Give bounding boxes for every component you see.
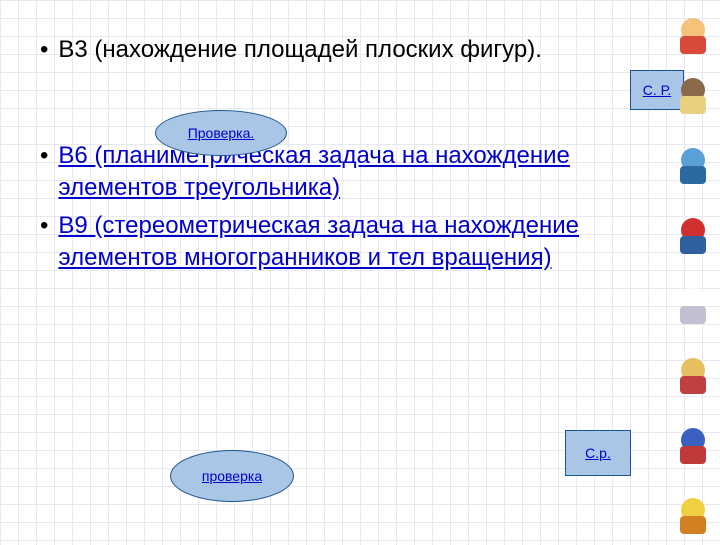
pencil-icon (668, 490, 718, 540)
bullet-b3-text: В3 (нахождение площадей плоских фигур). (58, 34, 541, 66)
bullet-b9[interactable]: • В9 (стереометрическая задача на нахожд… (40, 210, 620, 274)
boy-icon (668, 10, 718, 60)
books-icon (668, 420, 718, 470)
sr-button-2[interactable]: С.р. (565, 430, 631, 476)
teacher-icon (668, 70, 718, 120)
check-button-1[interactable]: Проверка. (155, 110, 287, 156)
bullet-marker: • (40, 140, 48, 172)
bullet-b6-link[interactable]: В6 (планиметрическая задача на нахождени… (58, 140, 620, 204)
bullet-b9-link[interactable]: В9 (стереометрическая задача на нахожден… (58, 210, 620, 274)
bullet-marker: • (40, 210, 48, 242)
sr-button-2-label: С.р. (585, 445, 611, 461)
sidebar-decorations (664, 0, 720, 540)
bullet-b3: • В3 (нахождение площадей плоских фигур)… (40, 34, 620, 66)
feather-icon (668, 280, 718, 330)
check-button-1-label: Проверка. (188, 125, 255, 141)
pencils-icon (668, 350, 718, 400)
check-button-2-label: проверка (202, 468, 262, 484)
bullet-b6[interactable]: • В6 (планиметрическая задача на нахожде… (40, 140, 620, 204)
bag-icon (668, 210, 718, 260)
globe-icon (668, 140, 718, 190)
bullet-marker: • (40, 34, 48, 66)
check-button-2[interactable]: проверка (170, 450, 294, 502)
